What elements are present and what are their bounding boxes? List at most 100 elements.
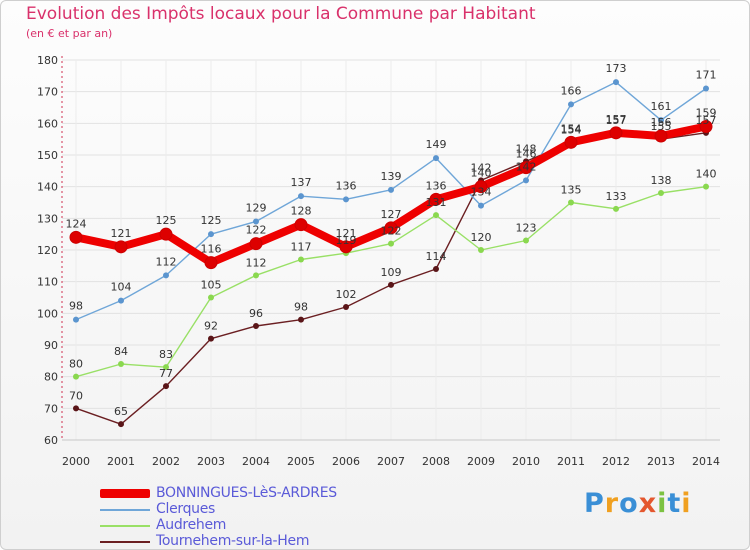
data-label-clerques: 137 bbox=[291, 176, 312, 189]
data-point-clerques bbox=[568, 101, 574, 108]
data-label-tournehem-sur-la-hem: 70 bbox=[69, 389, 83, 402]
data-label-audrehem: 120 bbox=[471, 231, 492, 244]
data-label-audrehem: 138 bbox=[651, 174, 672, 187]
legend-label-tournehem: Tournehem-sur-la-Hem bbox=[156, 533, 310, 549]
data-label-clerques: 98 bbox=[69, 300, 83, 313]
data-point-clerques bbox=[613, 79, 619, 86]
data-label-audrehem: 122 bbox=[381, 225, 402, 238]
data-label-audrehem: 135 bbox=[561, 184, 582, 197]
data-label-clerques: 139 bbox=[381, 170, 402, 183]
data-point-bonningues-l-s-ardres bbox=[249, 237, 263, 251]
data-point-bonningues-l-s-ardres bbox=[609, 126, 623, 140]
x-tick-label: 2005 bbox=[287, 455, 315, 468]
data-label-bonningues-l-s-ardres: 124 bbox=[66, 217, 87, 230]
data-point-bonningues-l-s-ardres bbox=[474, 180, 488, 194]
data-point-clerques bbox=[73, 316, 79, 323]
data-label-audrehem: 140 bbox=[696, 168, 717, 181]
data-label-clerques: 161 bbox=[651, 100, 672, 113]
data-label-audrehem: 112 bbox=[246, 256, 267, 269]
data-point-clerques bbox=[253, 218, 259, 225]
y-tick-label: 160 bbox=[37, 117, 58, 130]
data-label-bonningues-l-s-ardres: 156 bbox=[651, 116, 672, 129]
data-label-tournehem-sur-la-hem: 148 bbox=[516, 142, 537, 155]
data-point-audrehem bbox=[433, 212, 439, 219]
data-point-bonningues-l-s-ardres bbox=[654, 129, 668, 143]
data-point-bonningues-l-s-ardres bbox=[699, 120, 713, 133]
data-point-tournehem-sur-la-hem bbox=[118, 421, 124, 428]
data-label-clerques: 125 bbox=[201, 214, 222, 227]
data-label-clerques: 171 bbox=[696, 69, 717, 82]
data-point-clerques bbox=[478, 202, 484, 209]
data-point-bonningues-l-s-ardres bbox=[294, 218, 308, 232]
brand-letter: r bbox=[604, 488, 620, 519]
data-label-tournehem-sur-la-hem: 157 bbox=[696, 114, 717, 127]
brand-letter: o bbox=[619, 488, 639, 519]
legend-swatch-clerques bbox=[100, 509, 150, 511]
data-point-tournehem-sur-la-hem bbox=[253, 323, 259, 329]
data-label-bonningues-l-s-ardres: 136 bbox=[426, 179, 447, 192]
data-point-audrehem bbox=[163, 364, 169, 371]
data-label-tournehem-sur-la-hem: 109 bbox=[381, 266, 402, 279]
brand-letter: i bbox=[657, 488, 668, 519]
brand-letter: i bbox=[681, 488, 692, 519]
x-tick-label: 2003 bbox=[197, 455, 225, 468]
x-tick-label: 2007 bbox=[377, 455, 405, 468]
x-tick-label: 2012 bbox=[602, 455, 630, 468]
y-tick-label: 170 bbox=[37, 86, 58, 99]
data-point-audrehem bbox=[388, 240, 394, 247]
brand-letter: P bbox=[584, 488, 605, 519]
data-point-tournehem-sur-la-hem bbox=[433, 266, 439, 272]
data-label-tournehem-sur-la-hem: 77 bbox=[159, 367, 173, 380]
data-label-clerques: 142 bbox=[516, 160, 537, 173]
data-label-bonningues-l-s-ardres: 125 bbox=[156, 214, 177, 227]
data-label-bonningues-l-s-ardres: 159 bbox=[696, 107, 717, 120]
data-label-tournehem-sur-la-hem: 102 bbox=[336, 288, 357, 301]
y-tick-label: 100 bbox=[37, 307, 58, 320]
data-point-bonningues-l-s-ardres bbox=[429, 192, 443, 206]
data-label-bonningues-l-s-ardres: 154 bbox=[561, 122, 582, 135]
x-tick-label: 2008 bbox=[422, 455, 450, 468]
data-label-bonningues-l-s-ardres: 146 bbox=[516, 148, 537, 161]
y-tick-label: 130 bbox=[37, 212, 58, 225]
y-tick-label: 60 bbox=[44, 434, 58, 447]
data-label-tournehem-sur-la-hem: 92 bbox=[204, 320, 218, 333]
data-label-audrehem: 117 bbox=[291, 241, 312, 254]
data-label-audrehem: 84 bbox=[114, 345, 128, 358]
data-point-tournehem-sur-la-hem bbox=[163, 383, 169, 390]
data-label-audrehem: 133 bbox=[606, 190, 627, 203]
data-label-clerques: 112 bbox=[156, 255, 177, 268]
legend-swatch-tournehem bbox=[100, 541, 150, 543]
y-tick-label: 80 bbox=[44, 371, 58, 384]
data-point-bonningues-l-s-ardres bbox=[159, 227, 173, 241]
y-tick-label: 70 bbox=[44, 402, 58, 415]
data-label-tournehem-sur-la-hem: 114 bbox=[426, 250, 447, 263]
x-tick-label: 2010 bbox=[512, 455, 540, 468]
data-point-clerques bbox=[163, 272, 169, 279]
brand-letter: t bbox=[667, 488, 682, 519]
y-tick-label: 120 bbox=[37, 244, 58, 257]
data-point-audrehem bbox=[118, 361, 124, 367]
data-label-bonningues-l-s-ardres: 121 bbox=[336, 227, 357, 240]
data-point-tournehem-sur-la-hem bbox=[73, 405, 79, 412]
data-point-audrehem bbox=[298, 256, 304, 263]
data-label-audrehem: 80 bbox=[69, 358, 83, 371]
brand-letter: x bbox=[638, 488, 658, 519]
x-tick-label: 2006 bbox=[332, 455, 360, 468]
x-tick-label: 2004 bbox=[242, 455, 270, 468]
data-label-clerques: 104 bbox=[111, 281, 132, 294]
x-tick-label: 2013 bbox=[647, 455, 675, 468]
data-point-tournehem-sur-la-hem bbox=[208, 335, 214, 342]
data-label-audrehem: 105 bbox=[201, 279, 222, 292]
data-label-clerques: 166 bbox=[561, 84, 582, 97]
data-point-bonningues-l-s-ardres bbox=[204, 256, 218, 270]
legend-swatch-bonningues bbox=[100, 489, 150, 498]
data-point-bonningues-l-s-ardres bbox=[384, 221, 398, 235]
data-point-audrehem bbox=[568, 199, 574, 206]
data-point-clerques bbox=[658, 117, 664, 124]
data-point-bonningues-l-s-ardres bbox=[564, 135, 578, 149]
y-tick-label: 140 bbox=[37, 181, 58, 194]
data-point-clerques bbox=[343, 196, 349, 203]
data-label-bonningues-l-s-ardres: 122 bbox=[246, 224, 267, 237]
data-label-tournehem-sur-la-hem: 65 bbox=[114, 405, 128, 418]
